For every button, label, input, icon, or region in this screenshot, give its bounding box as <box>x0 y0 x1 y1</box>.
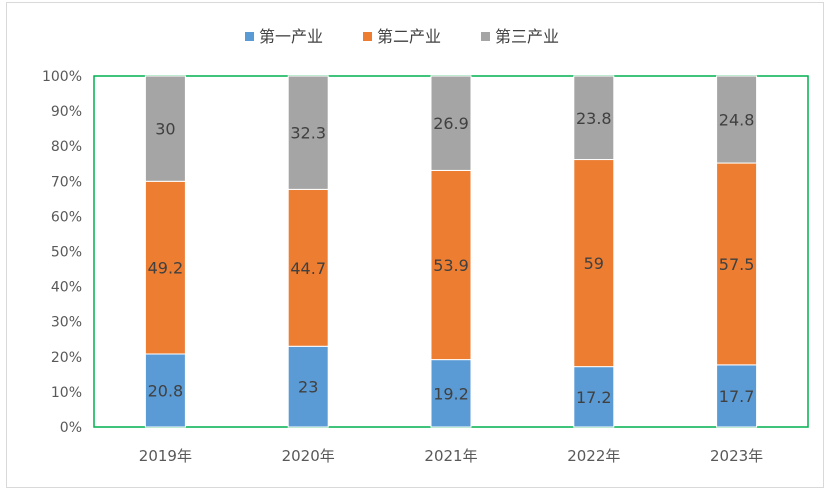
data-label: 57.5 <box>719 255 755 274</box>
y-tick-label: 30% <box>51 315 82 331</box>
data-label: 24.8 <box>719 111 755 130</box>
bar-segment <box>573 159 615 368</box>
y-tick-label: 20% <box>51 350 82 366</box>
y-tick-label: 40% <box>51 280 82 296</box>
x-tick-label: 2020年 <box>282 447 335 465</box>
data-label: 53.9 <box>433 256 469 275</box>
bar-segment <box>287 75 329 190</box>
data-label: 20.8 <box>148 381 184 400</box>
data-label: 32.3 <box>290 124 326 143</box>
bars <box>144 75 758 428</box>
bar-segment <box>144 180 186 355</box>
data-label: 59 <box>584 254 604 273</box>
y-tick-label: 10% <box>51 385 82 401</box>
legend-label: 第三产业 <box>495 27 559 46</box>
bar-segment <box>287 188 329 347</box>
x-tick-label: 2022年 <box>567 447 620 465</box>
bar-segment <box>430 359 472 428</box>
bar-segment <box>573 366 615 428</box>
bar-segment <box>287 345 329 428</box>
bar-segment <box>430 169 472 361</box>
legend-label: 第二产业 <box>377 27 441 46</box>
data-label: 19.2 <box>433 384 469 403</box>
data-label: 44.7 <box>290 259 326 278</box>
data-label: 30 <box>155 120 175 139</box>
y-tick-label: 60% <box>51 209 82 225</box>
bar-segment <box>144 75 186 182</box>
y-tick-label: 0% <box>60 420 82 436</box>
data-label: 17.7 <box>719 387 755 406</box>
bar-segment <box>573 75 615 161</box>
x-tick-label: 2023年 <box>710 447 763 465</box>
y-tick-label: 70% <box>51 174 82 190</box>
legend-label: 第一产业 <box>259 27 323 46</box>
chart-frame: 第一产业 第二产业 第三产业 0% 10% 20% 30% 40% 50% 60% 70% 80% 9… <box>6 2 824 488</box>
y-tick-label: 80% <box>51 139 82 155</box>
x-tick-label: 2021年 <box>424 447 477 465</box>
bar-segment <box>430 75 472 171</box>
x-tick-label: 2019年 <box>139 447 192 465</box>
bar-segment <box>716 75 758 164</box>
bar-segment <box>716 364 758 428</box>
legend-swatch <box>245 32 254 41</box>
x-axis: 2019年 2020年 2021年 2022年 2023年 <box>139 447 763 465</box>
bar-segment <box>716 162 758 366</box>
legend-swatch <box>481 32 490 41</box>
data-label: 49.2 <box>148 259 184 278</box>
y-tick-label: 50% <box>51 245 82 261</box>
data-label: 23.8 <box>576 109 612 128</box>
legend-swatch <box>363 32 372 41</box>
stacked-bar-chart: 第一产业 第二产业 第三产业 0% 10% 20% 30% 40% 50% 60% 70% 80% 9… <box>42 27 809 465</box>
y-tick-label: 90% <box>51 104 82 120</box>
data-label: 23 <box>298 378 318 397</box>
y-tick-label: 100% <box>42 69 82 85</box>
data-label: 26.9 <box>433 114 469 133</box>
legend: 第一产业 第二产业 第三产业 <box>245 27 559 46</box>
data-labels: 20.8 49.2 30 23 44.7 32.3 19.2 53.9 26.9 17.2 59 23… <box>148 109 755 407</box>
y-axis: 0% 10% 20% 30% 40% 50% 60% 70% 80% 90% 100% <box>42 69 82 436</box>
data-label: 17.2 <box>576 388 612 407</box>
